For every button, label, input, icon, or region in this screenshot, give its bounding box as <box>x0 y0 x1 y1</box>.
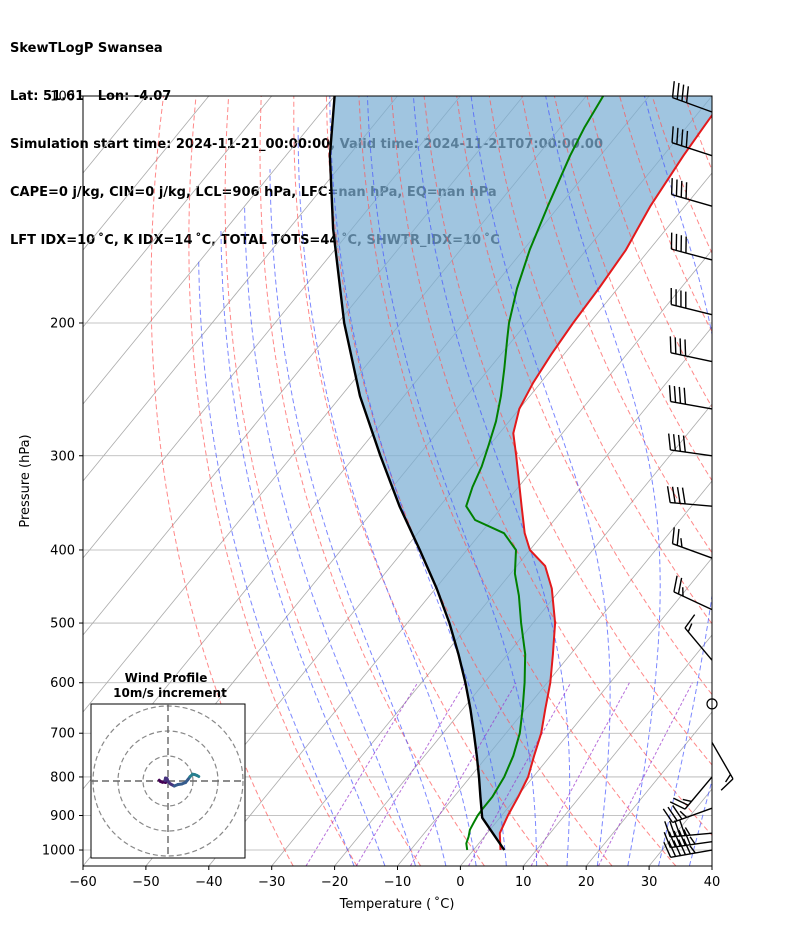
wind-barb <box>670 288 713 316</box>
isotherm-line <box>711 865 712 866</box>
y-tick-label: 700 <box>50 727 75 742</box>
isotherm-line <box>208 249 712 866</box>
moist-adiabat <box>643 96 712 866</box>
dry-adiabat <box>325 96 613 866</box>
wind-barb <box>663 838 713 859</box>
sounding-traces <box>328 96 712 851</box>
dry-adiabat <box>651 96 712 255</box>
y-axis-label: Pressure (hPa) <box>18 434 33 527</box>
x-tick-label: 0 <box>456 875 464 890</box>
moist-adiabat <box>412 96 571 866</box>
x-axis-label: Temperature ( ˚C) <box>339 896 455 912</box>
wind-barb <box>706 698 718 710</box>
y-tick-label: 500 <box>50 617 75 632</box>
y-tick-label: 100 <box>50 90 75 105</box>
chart-title: SkewTLogP Swansea <box>10 41 163 56</box>
x-tick-label: 20 <box>578 875 595 890</box>
isotherm-line <box>83 96 398 482</box>
dry-adiabat <box>488 96 712 625</box>
wind-barb <box>666 486 713 507</box>
isotherm-line <box>83 96 335 405</box>
wind-barb <box>670 232 713 261</box>
moist-adiabat <box>470 96 611 866</box>
y-tick-label: 1000 <box>42 844 75 859</box>
x-tick-label: −10 <box>384 875 411 890</box>
mixing-ratio-line <box>305 682 419 866</box>
dry-adiabat <box>259 96 485 866</box>
mixing-ratio-line <box>409 682 517 866</box>
isotherm-line <box>585 711 712 866</box>
dry-adiabat <box>224 96 422 866</box>
x-tick-label: −20 <box>321 875 348 890</box>
parcel-line <box>328 96 506 851</box>
moist-adiabat <box>688 778 712 866</box>
y-tick-label: 200 <box>50 316 75 331</box>
hodograph-subtitle: 10m/s increment <box>113 686 227 700</box>
wind-barb <box>664 819 713 838</box>
x-tick-label: −40 <box>195 875 222 890</box>
x-tick-label: 10 <box>515 875 532 890</box>
dry-adiabat <box>188 96 358 866</box>
moist-adiabat <box>720 96 794 866</box>
x-tick-label: −50 <box>132 875 159 890</box>
moist-adiabat <box>297 127 477 866</box>
x-tick-label: −30 <box>258 875 285 890</box>
wind-barb <box>669 776 713 810</box>
wind-barb <box>668 385 713 410</box>
hodograph-inset: Wind Profile 10m/s increment <box>90 671 246 859</box>
x-tick-label: 30 <box>641 875 658 890</box>
x-tick-label: 40 <box>704 875 721 890</box>
wind-barbs <box>662 81 734 859</box>
isotherm-line <box>83 96 84 97</box>
dry-adiabat <box>150 96 294 866</box>
isotherm-line <box>460 557 712 866</box>
wind-barb <box>662 805 713 824</box>
isotherm-line <box>83 96 210 251</box>
hodograph-title: Wind Profile <box>125 671 208 685</box>
dry-adiabat <box>783 96 794 866</box>
wind-barb <box>669 336 713 363</box>
mixing-ratio-line <box>355 682 466 866</box>
isotherm-line <box>648 788 712 866</box>
temperature-line <box>498 113 712 851</box>
mixing-ratio-line <box>468 682 572 866</box>
wind-barb <box>671 527 713 559</box>
moist-adiabat <box>198 259 355 866</box>
wind-barb <box>667 433 713 457</box>
x-tick-label: −60 <box>69 875 96 890</box>
dry-adiabat <box>750 96 794 866</box>
dry-adiabat <box>521 96 712 554</box>
wind-barb <box>671 81 713 113</box>
y-tick-label: 800 <box>50 770 75 785</box>
dry-adiabat <box>391 96 712 837</box>
isotherm-line <box>83 96 273 328</box>
wind-barb <box>663 829 713 849</box>
isotherm-line <box>271 326 712 866</box>
y-tick-label: 400 <box>50 543 75 558</box>
dry-adiabat <box>684 96 712 172</box>
mixing-ratio-line <box>530 682 630 866</box>
wind-barb <box>671 126 713 157</box>
moist-adiabat <box>244 206 416 866</box>
wind-barb <box>673 575 713 611</box>
wind-barb <box>711 742 734 791</box>
isotherm-line <box>522 634 712 866</box>
isotherm-line <box>334 403 712 866</box>
dry-adiabat <box>358 96 677 866</box>
cape-cin-shading <box>329 96 712 850</box>
hodograph-trace-segment <box>195 774 201 778</box>
y-tick-label: 900 <box>50 809 75 824</box>
cin-shaded-area <box>329 96 712 850</box>
wind-barb <box>684 614 713 661</box>
moist-adiabat <box>269 169 447 866</box>
y-tick-label: 300 <box>50 449 75 464</box>
wind-barb <box>670 178 713 207</box>
y-tick-label: 600 <box>50 676 75 691</box>
mixing-ratio-line <box>597 682 693 866</box>
dry-adiabat <box>717 96 794 866</box>
moist-adiabat <box>220 228 386 866</box>
